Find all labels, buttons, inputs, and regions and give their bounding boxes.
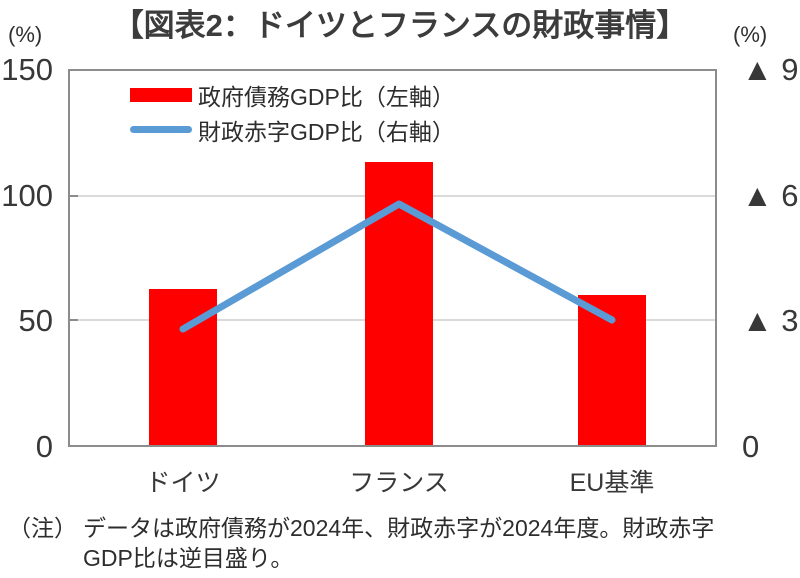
left-axis-tickmark-50 bbox=[70, 319, 78, 321]
footnote-line1: データは政府債務が2024年、財政赤字が2024年度。財政赤字 bbox=[83, 515, 715, 541]
category-label-france: フランス bbox=[349, 469, 449, 497]
chart-title: 【図表2：ドイツとフランスの財政事情】 bbox=[112, 8, 688, 43]
debt-bar-1 bbox=[365, 162, 433, 445]
left-axis-tick-150: 150 bbox=[1, 52, 53, 87]
footnote: （注） データは政府債務が2024年、財政赤字が2024年度。財政赤字 GDP比… bbox=[8, 513, 714, 573]
right-axis-tick-neg6: ▲ 6 bbox=[742, 178, 799, 213]
legend-item-deficit: 財政赤字GDP比（右軸） bbox=[130, 112, 455, 147]
deficit-line bbox=[179, 200, 616, 333]
left-axis-tickmark-100 bbox=[70, 195, 78, 197]
legend-label-debt: 政府債務GDP比（左軸） bbox=[198, 83, 455, 110]
legend-item-debt: 政府債務GDP比（左軸） bbox=[130, 77, 455, 112]
left-axis-tick-50: 50 bbox=[18, 303, 53, 338]
legend: 政府債務GDP比（左軸） 財政赤字GDP比（右軸） bbox=[130, 77, 455, 147]
left-axis-tick-0: 0 bbox=[35, 429, 53, 464]
left-axis-tick-100: 100 bbox=[1, 178, 53, 213]
right-axis-tick-neg9: ▲ 9 bbox=[742, 52, 799, 87]
left-axis-unit-label: (%) bbox=[8, 22, 43, 47]
plot-area: 政府債務GDP比（左軸） 財政赤字GDP比（右軸） bbox=[68, 69, 717, 447]
deficit-line-layer bbox=[179, 200, 616, 333]
legend-label-deficit: 財政赤字GDP比（右軸） bbox=[198, 118, 455, 145]
footnote-line2: GDP比は逆目盛り。 bbox=[83, 545, 294, 571]
footnote-body: データは政府債務が2024年、財政赤字が2024年度。財政赤字 GDP比は逆目盛… bbox=[83, 513, 714, 573]
right-axis-unit-label: (%) bbox=[733, 22, 768, 47]
category-label-germany: ドイツ bbox=[145, 469, 221, 497]
legend-line-swatch-icon bbox=[130, 126, 192, 133]
footnote-prefix: （注） bbox=[8, 515, 77, 541]
category-label-eu-standard: EU基準 bbox=[569, 469, 655, 497]
right-axis-tick-neg3: ▲ 3 bbox=[742, 303, 799, 338]
plot-inner: 政府債務GDP比（左軸） 財政赤字GDP比（右軸） bbox=[70, 71, 715, 445]
right-axis-tick-0: 0 bbox=[742, 429, 760, 464]
legend-bar-swatch-icon bbox=[130, 87, 192, 102]
